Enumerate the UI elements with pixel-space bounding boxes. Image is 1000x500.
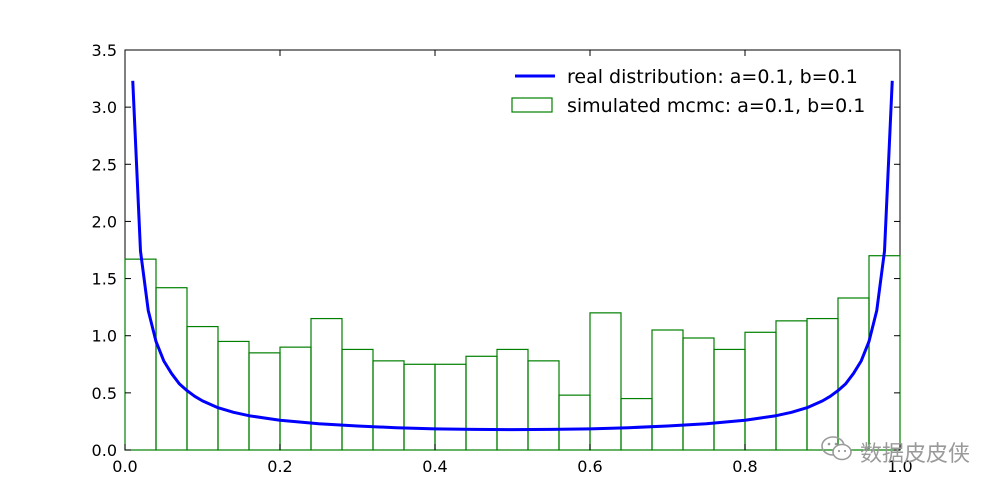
y-tick-label: 0.5	[92, 384, 117, 403]
x-tick-label: 1.0	[887, 457, 912, 476]
watermark-text: 数据皮皮侠	[859, 442, 970, 467]
x-tick-label: 0.8	[732, 457, 757, 476]
x-tick-label: 0.2	[267, 457, 292, 476]
x-tick-label: 0.4	[422, 457, 447, 476]
legend: real distribution: a=0.1, b=0.1 simulated…	[511, 66, 865, 117]
axes: 0.0 0.2 0.4 0.6 0.8 1.0 0.0 0.5 1.0 1.5 2.0 2.5 3.0 3…	[92, 41, 913, 476]
y-tick-label: 0.0	[92, 441, 117, 460]
plot-area	[124, 49, 901, 451]
watermark: 数据皮皮侠	[820, 434, 970, 470]
x-tick-label: 0.0	[112, 457, 137, 476]
real-distribution-line	[131, 80, 894, 432]
y-tick-label: 2.0	[92, 212, 117, 231]
x-tick-label: 0.6	[577, 457, 602, 476]
wechat-icon	[820, 434, 854, 470]
legend-label-mcmc: simulated mcmc: a=0.1, b=0.1	[567, 95, 865, 117]
y-tick-label: 1.0	[92, 327, 117, 346]
y-tick-label: 1.5	[92, 270, 117, 289]
y-tick-label: 3.5	[92, 41, 117, 60]
legend-label-real: real distribution: a=0.1, b=0.1	[567, 66, 858, 88]
y-tick-label: 3.0	[92, 98, 117, 117]
line-series	[131, 80, 894, 432]
legend-hist-swatch	[511, 97, 553, 113]
y-tick-label: 2.5	[92, 155, 117, 174]
histogram-bin	[589, 312, 622, 451]
